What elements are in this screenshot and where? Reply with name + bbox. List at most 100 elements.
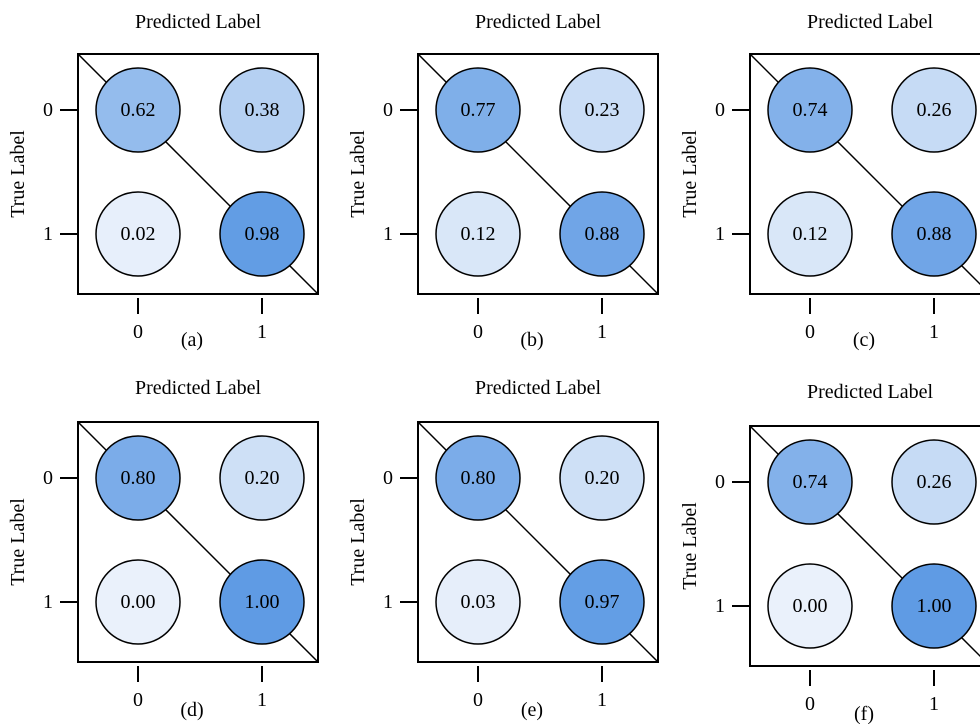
cell-circle [95,435,181,521]
cell-circle [219,559,305,645]
x-tick-label: 0 [473,321,483,343]
x-tick-label: 1 [929,693,939,715]
x-tick-label: 0 [473,689,483,711]
cell-circle [891,563,977,649]
confusion-matrix-panel: Predicted Label True Label 0 1 0 1 (d) 0.80 0.20… [7,377,319,721]
x-tick-label: 0 [805,321,815,343]
cell-circle [95,191,181,277]
y-tick-label: 1 [383,591,393,613]
confusion-matrix-panel: Predicted Label True Label 0 1 0 1 (a) 0.62 0.38… [7,11,319,351]
panel-caption: (c) [853,329,875,351]
cell-circle [559,67,645,153]
panel-caption: (b) [520,329,543,351]
x-tick-label: 1 [597,689,607,711]
cell-value: 0.80 [121,467,156,489]
cell-value: 0.88 [585,223,620,245]
panel-title: Predicted Label [807,11,933,33]
confusion-matrix-panel: Predicted Label True Label 0 1 0 1 (b) 0.77 0.23… [347,11,659,351]
panel-caption: (a) [181,329,203,351]
y-tick-label: 1 [43,591,53,613]
confusion-matrix-panel: Predicted Label True Label 0 1 0 1 (e) 0.80 0.20… [347,377,659,721]
cell-circle [559,435,645,521]
panel-caption: (f) [854,703,874,724]
cell-circle [435,559,521,645]
y-tick-label: 0 [383,99,393,121]
cell-value: 0.20 [585,467,620,489]
y-tick-label: 0 [43,99,53,121]
y-axis-label: True Label [347,130,369,218]
cell-circle [435,67,521,153]
y-tick-label: 0 [715,99,725,121]
x-tick-label: 1 [929,321,939,343]
y-tick-label: 1 [43,223,53,245]
cell-circle [891,67,977,153]
cell-value: 0.02 [121,223,156,245]
cell-circle [219,191,305,277]
y-tick-label: 0 [383,467,393,489]
cell-circle [95,559,181,645]
cell-circle [559,559,645,645]
cell-value: 0.00 [793,595,828,617]
confusion-matrix-panel: Predicted Label True Label 0 1 0 1 (c) 0.74 0.26… [679,11,980,351]
panel-title: Predicted Label [475,377,601,399]
cell-value: 0.26 [917,99,952,121]
plot-frame [417,421,659,663]
plot-frame [749,425,980,667]
panel-title: Predicted Label [807,381,933,403]
y-axis-label: True Label [679,130,701,218]
y-axis-label: True Label [7,498,29,586]
panel-title: Predicted Label [135,11,261,33]
panel-title: Predicted Label [475,11,601,33]
x-tick-label: 1 [257,689,267,711]
cell-circle [767,563,853,649]
cell-value: 0.20 [245,467,280,489]
cell-value: 0.77 [461,99,496,121]
cell-circle [435,435,521,521]
y-tick-label: 1 [383,223,393,245]
cell-value: 0.00 [121,591,156,613]
cell-circle [767,439,853,525]
cell-circle [767,191,853,277]
cell-value: 0.97 [585,591,620,613]
cell-circle [559,191,645,277]
cell-circle [95,67,181,153]
cell-value: 0.80 [461,467,496,489]
cell-circle [219,67,305,153]
cell-value: 1.00 [245,591,280,613]
cell-value: 0.12 [793,223,828,245]
cell-circle [219,435,305,521]
plot-frame [77,421,319,663]
plot-frame [417,53,659,295]
x-tick-label: 0 [133,321,143,343]
y-axis-label: True Label [679,502,701,590]
y-tick-label: 1 [715,595,725,617]
cell-circle [767,67,853,153]
panel-caption: (e) [521,699,543,721]
cell-value: 1.00 [917,595,952,617]
panel-title: Predicted Label [135,377,261,399]
x-tick-label: 1 [597,321,607,343]
y-axis-label: True Label [7,130,29,218]
panel-caption: (d) [180,699,203,721]
cell-value: 0.38 [245,99,280,121]
confusion-matrix-panel: Predicted Label True Label 0 1 0 1 (f) 0.74 0.26… [679,381,980,724]
x-tick-label: 0 [133,689,143,711]
cell-value: 0.26 [917,471,952,493]
x-tick-label: 0 [805,693,815,715]
cell-value: 0.88 [917,223,952,245]
y-tick-label: 0 [715,471,725,493]
x-tick-label: 1 [257,321,267,343]
plot-frame [749,53,980,295]
y-tick-label: 1 [715,223,725,245]
cell-circle [891,191,977,277]
plot-frame [77,53,319,295]
cell-value: 0.62 [121,99,156,121]
y-axis-label: True Label [347,498,369,586]
cell-value: 0.98 [245,223,280,245]
cell-value: 0.74 [793,471,828,493]
cell-value: 0.03 [461,591,496,613]
cell-value: 0.74 [793,99,828,121]
cell-circle [435,191,521,277]
cell-circle [891,439,977,525]
cell-value: 0.12 [461,223,496,245]
